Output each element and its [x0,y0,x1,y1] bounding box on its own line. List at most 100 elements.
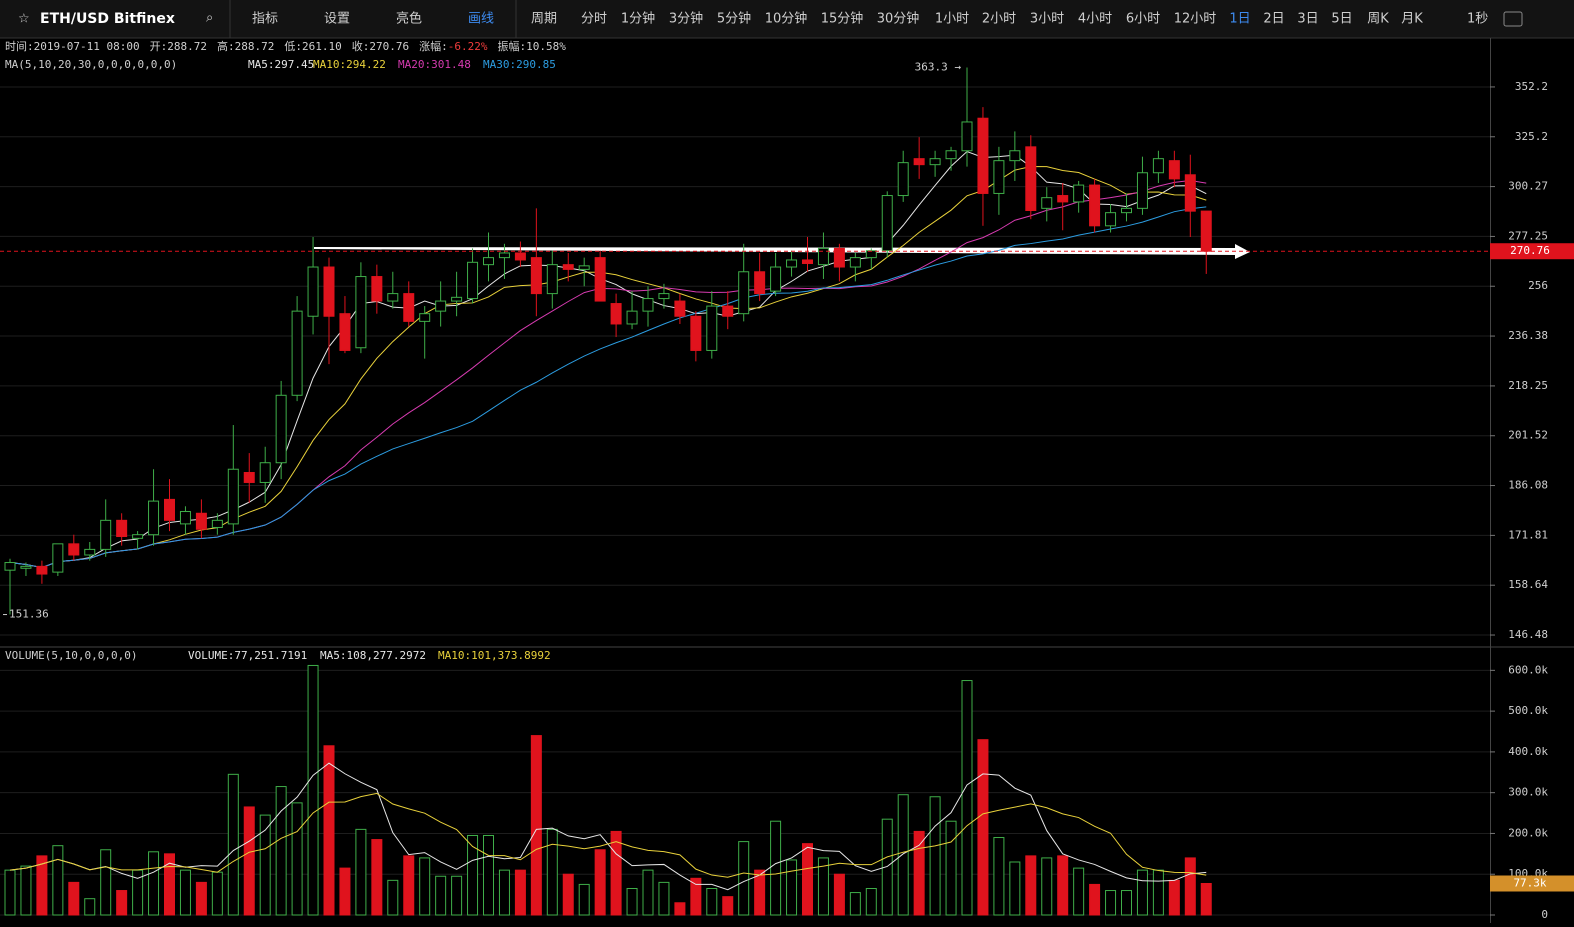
candle-body [802,259,813,264]
volume-bar [1136,869,1148,916]
toolbar-button[interactable]: 3日 [1297,12,1318,27]
volume-bar [833,873,845,916]
search-icon[interactable]: ⌕ [206,11,213,26]
volume-bar [20,865,32,916]
volume-bar [594,849,606,916]
candle-body [323,266,335,317]
volume-bar [483,834,494,916]
candle-body [1136,172,1148,209]
info-label: 开: [150,40,168,53]
volume-bar [307,664,319,916]
volume-bar [243,806,255,916]
candle-body [722,305,734,317]
symbol[interactable]: ETH/USD Bitfinex [40,11,175,27]
volume-bar [1200,883,1212,916]
candle-body [52,543,64,573]
toolbar-button[interactable]: 指标 [252,12,278,27]
candle-body [1152,158,1164,174]
toolbar-button[interactable]: 2小时 [982,12,1016,27]
volume-bar [52,845,64,916]
volume-bar [1025,855,1037,916]
toolbar-button[interactable]: 1分钟 [621,11,655,27]
candle-body [307,266,319,317]
volume-bar [84,898,96,916]
candle-body [578,265,590,270]
toolbar-button[interactable]: 4小时 [1078,12,1112,27]
candle-body [403,293,415,322]
candle-body [977,117,989,194]
info-label: 高: [217,39,235,53]
volume-bar [1009,861,1021,916]
volume-bar [403,855,415,916]
camera-icon[interactable] [1503,11,1523,27]
toolbar-button[interactable]: 1日 [1229,12,1250,27]
candle-body [530,257,542,295]
candle-body [562,264,574,270]
toolbar-button[interactable]: 15分钟 [821,11,864,27]
toolbar-button[interactable]: 分时 [581,12,607,27]
volume-bar [881,818,893,916]
toolbar-button[interactable]: 画线 [468,12,494,27]
volume-bar [148,851,160,916]
toolbar-button[interactable]: 月K [1401,12,1423,27]
max-annotation: 363.3 → [915,61,962,74]
toolbar-button[interactable]: 3小时 [1030,12,1064,27]
candle-body [1009,150,1021,162]
volume-bar [179,869,191,916]
volume-bar [578,883,590,916]
volume-bar [1168,879,1180,916]
last-price-label: 270.76 [1510,244,1550,257]
toolbar-button[interactable]: 5分钟 [717,11,751,27]
candle-body [355,276,367,349]
toolbar-button[interactable]: 周期 [531,12,557,27]
candle-body [897,162,909,197]
candle-body [786,259,798,268]
volume-bar [530,735,542,916]
last-price-badge [1490,243,1574,260]
volume-bar [738,841,750,916]
refresh-interval[interactable]: 1秒 [1467,12,1488,27]
volume-bar [658,881,670,916]
toolbar-button[interactable]: 设置 [324,12,350,27]
candle-body [84,548,96,556]
toolbar-button[interactable]: 6小时 [1126,12,1160,27]
toolbar-button[interactable]: 5日 [1331,12,1352,27]
volume-bar [371,839,383,916]
info-label: 涨幅: [419,40,448,53]
toolbar-button[interactable]: 亮色 [396,11,422,27]
min-annotation: 151.36 [9,608,49,621]
star-icon[interactable]: ☆ [18,12,30,27]
axis-border [1490,38,1491,923]
candle-body [483,257,494,266]
volume-bar [211,871,223,916]
candle-body [1057,195,1069,203]
volume-bar [802,843,813,916]
ma-line [9,180,1207,569]
volume-bar [467,834,479,916]
toolbar-button[interactable]: 周K [1367,12,1389,27]
toolbar-button[interactable]: 10分钟 [765,11,808,27]
y-tick-label: 300.27 [1508,180,1548,193]
toolbar-button[interactable]: 1小时 [935,12,969,27]
volume-bar [786,859,798,916]
volume-bar [626,887,638,916]
toolbar-button[interactable]: 30分钟 [877,11,920,27]
candle-body [195,512,207,530]
volume-bar [1073,867,1085,916]
info-label: 时间: [5,40,34,53]
candle-body [674,300,686,317]
toolbar-button[interactable]: 3分钟 [669,11,703,27]
candle-body [211,519,223,528]
volume-bar [498,869,510,916]
pane-title: MA(5,10,20,30,0,0,0,0,0,0) [5,58,177,71]
info-value: 2019-07-11 08:00 [34,40,140,53]
toolbar-button[interactable]: 2日 [1263,12,1284,27]
volume-bar [1089,883,1101,916]
toolbar-button[interactable]: 12小时 [1174,12,1217,27]
legend-entry: MA5:297.45 [248,58,314,71]
candle-body [865,250,877,259]
candle-body [20,565,32,569]
candle-body [610,303,622,325]
candle-body [371,276,383,302]
